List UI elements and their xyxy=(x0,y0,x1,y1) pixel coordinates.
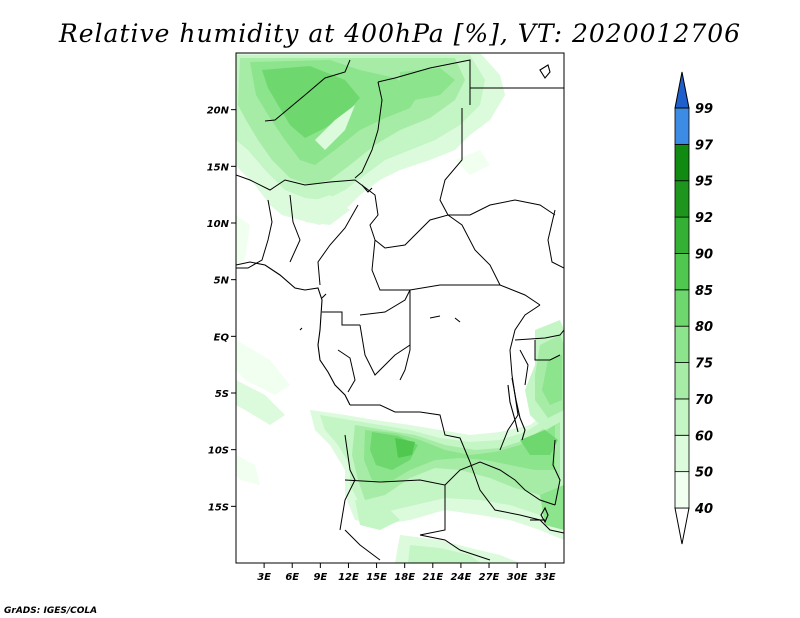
lon-tick-label: 12E xyxy=(338,572,359,583)
map-title: Relative humidity at 400hPa [%], VT: 202… xyxy=(58,19,741,48)
colorbar-label: 40 xyxy=(694,502,713,517)
lat-tick-label: 5N xyxy=(214,276,230,287)
colorbar-bottom-arrow xyxy=(674,507,690,545)
lat-tick-label: EQ xyxy=(214,332,230,343)
lat-tick-label: 15S xyxy=(208,502,229,513)
colorbar-label: 70 xyxy=(695,393,713,408)
lat-tick-label: 15N xyxy=(207,162,230,173)
colorbar-label: 97 xyxy=(695,138,714,153)
humidity-shading xyxy=(236,53,564,563)
lon-tick-label: 24E xyxy=(451,572,472,583)
colorbar-label: 90 xyxy=(695,247,713,262)
longitude-axis: 3E 6E 9E 12E 15E 18E 21E 24E 27E 30E 33E xyxy=(257,563,556,583)
lon-tick-label: 27E xyxy=(479,572,500,583)
map-frame xyxy=(235,52,565,564)
country-borders xyxy=(236,59,564,561)
colorbar-label: 95 xyxy=(695,175,713,190)
colorbar-label: 92 xyxy=(695,211,713,226)
lon-tick-label: 30E xyxy=(507,572,528,583)
colorbar-label: 99 xyxy=(695,102,713,117)
colorbar-label: 50 xyxy=(695,466,713,481)
colorbar-label: 85 xyxy=(695,284,713,299)
colorbar-segment xyxy=(674,107,690,145)
lat-tick-label: 20N xyxy=(207,106,230,117)
lon-tick-label: 6E xyxy=(285,572,299,583)
colorbar-segment xyxy=(674,143,690,182)
colorbar-segment xyxy=(674,398,690,436)
lon-tick-label: 18E xyxy=(394,572,415,583)
colorbar-label: 80 xyxy=(695,320,713,335)
lat-tick-label: 10S xyxy=(208,446,229,457)
colorbar-segment xyxy=(674,289,690,327)
colorbar-segment xyxy=(674,216,690,254)
colorbar-label: 60 xyxy=(695,429,713,444)
colorbar: 40 50 60 70 75 80 85 90 92 95 97 99 xyxy=(674,71,714,545)
colorbar-segment xyxy=(674,253,690,291)
colorbar-segment xyxy=(674,180,690,218)
lat-tick-label: 5S xyxy=(215,389,229,400)
lon-tick-label: 21E xyxy=(422,572,443,583)
colorbar-segment xyxy=(674,325,690,363)
lon-tick-label: 15E xyxy=(366,572,387,583)
lon-tick-label: 9E xyxy=(313,572,327,583)
latitude-axis: 20N 15N 10N 5N EQ 5S 10S 15S xyxy=(207,106,236,513)
colorbar-segment xyxy=(674,471,690,509)
lat-tick-label: 10N xyxy=(207,219,230,230)
colorbar-segment xyxy=(674,434,690,473)
colorbar-segment xyxy=(674,362,690,400)
colorbar-top-arrow xyxy=(674,71,690,109)
grads-credit: GrADS: IGES/COLA xyxy=(4,606,97,616)
lon-tick-label: 3E xyxy=(257,572,271,583)
lon-tick-label: 33E xyxy=(535,572,556,583)
map-panel: 20N 15N 10N 5N EQ 5S 10S 15S 3E 6E 9E 12E 15E 18E 21E… xyxy=(207,52,565,583)
colorbar-label: 75 xyxy=(695,357,713,372)
